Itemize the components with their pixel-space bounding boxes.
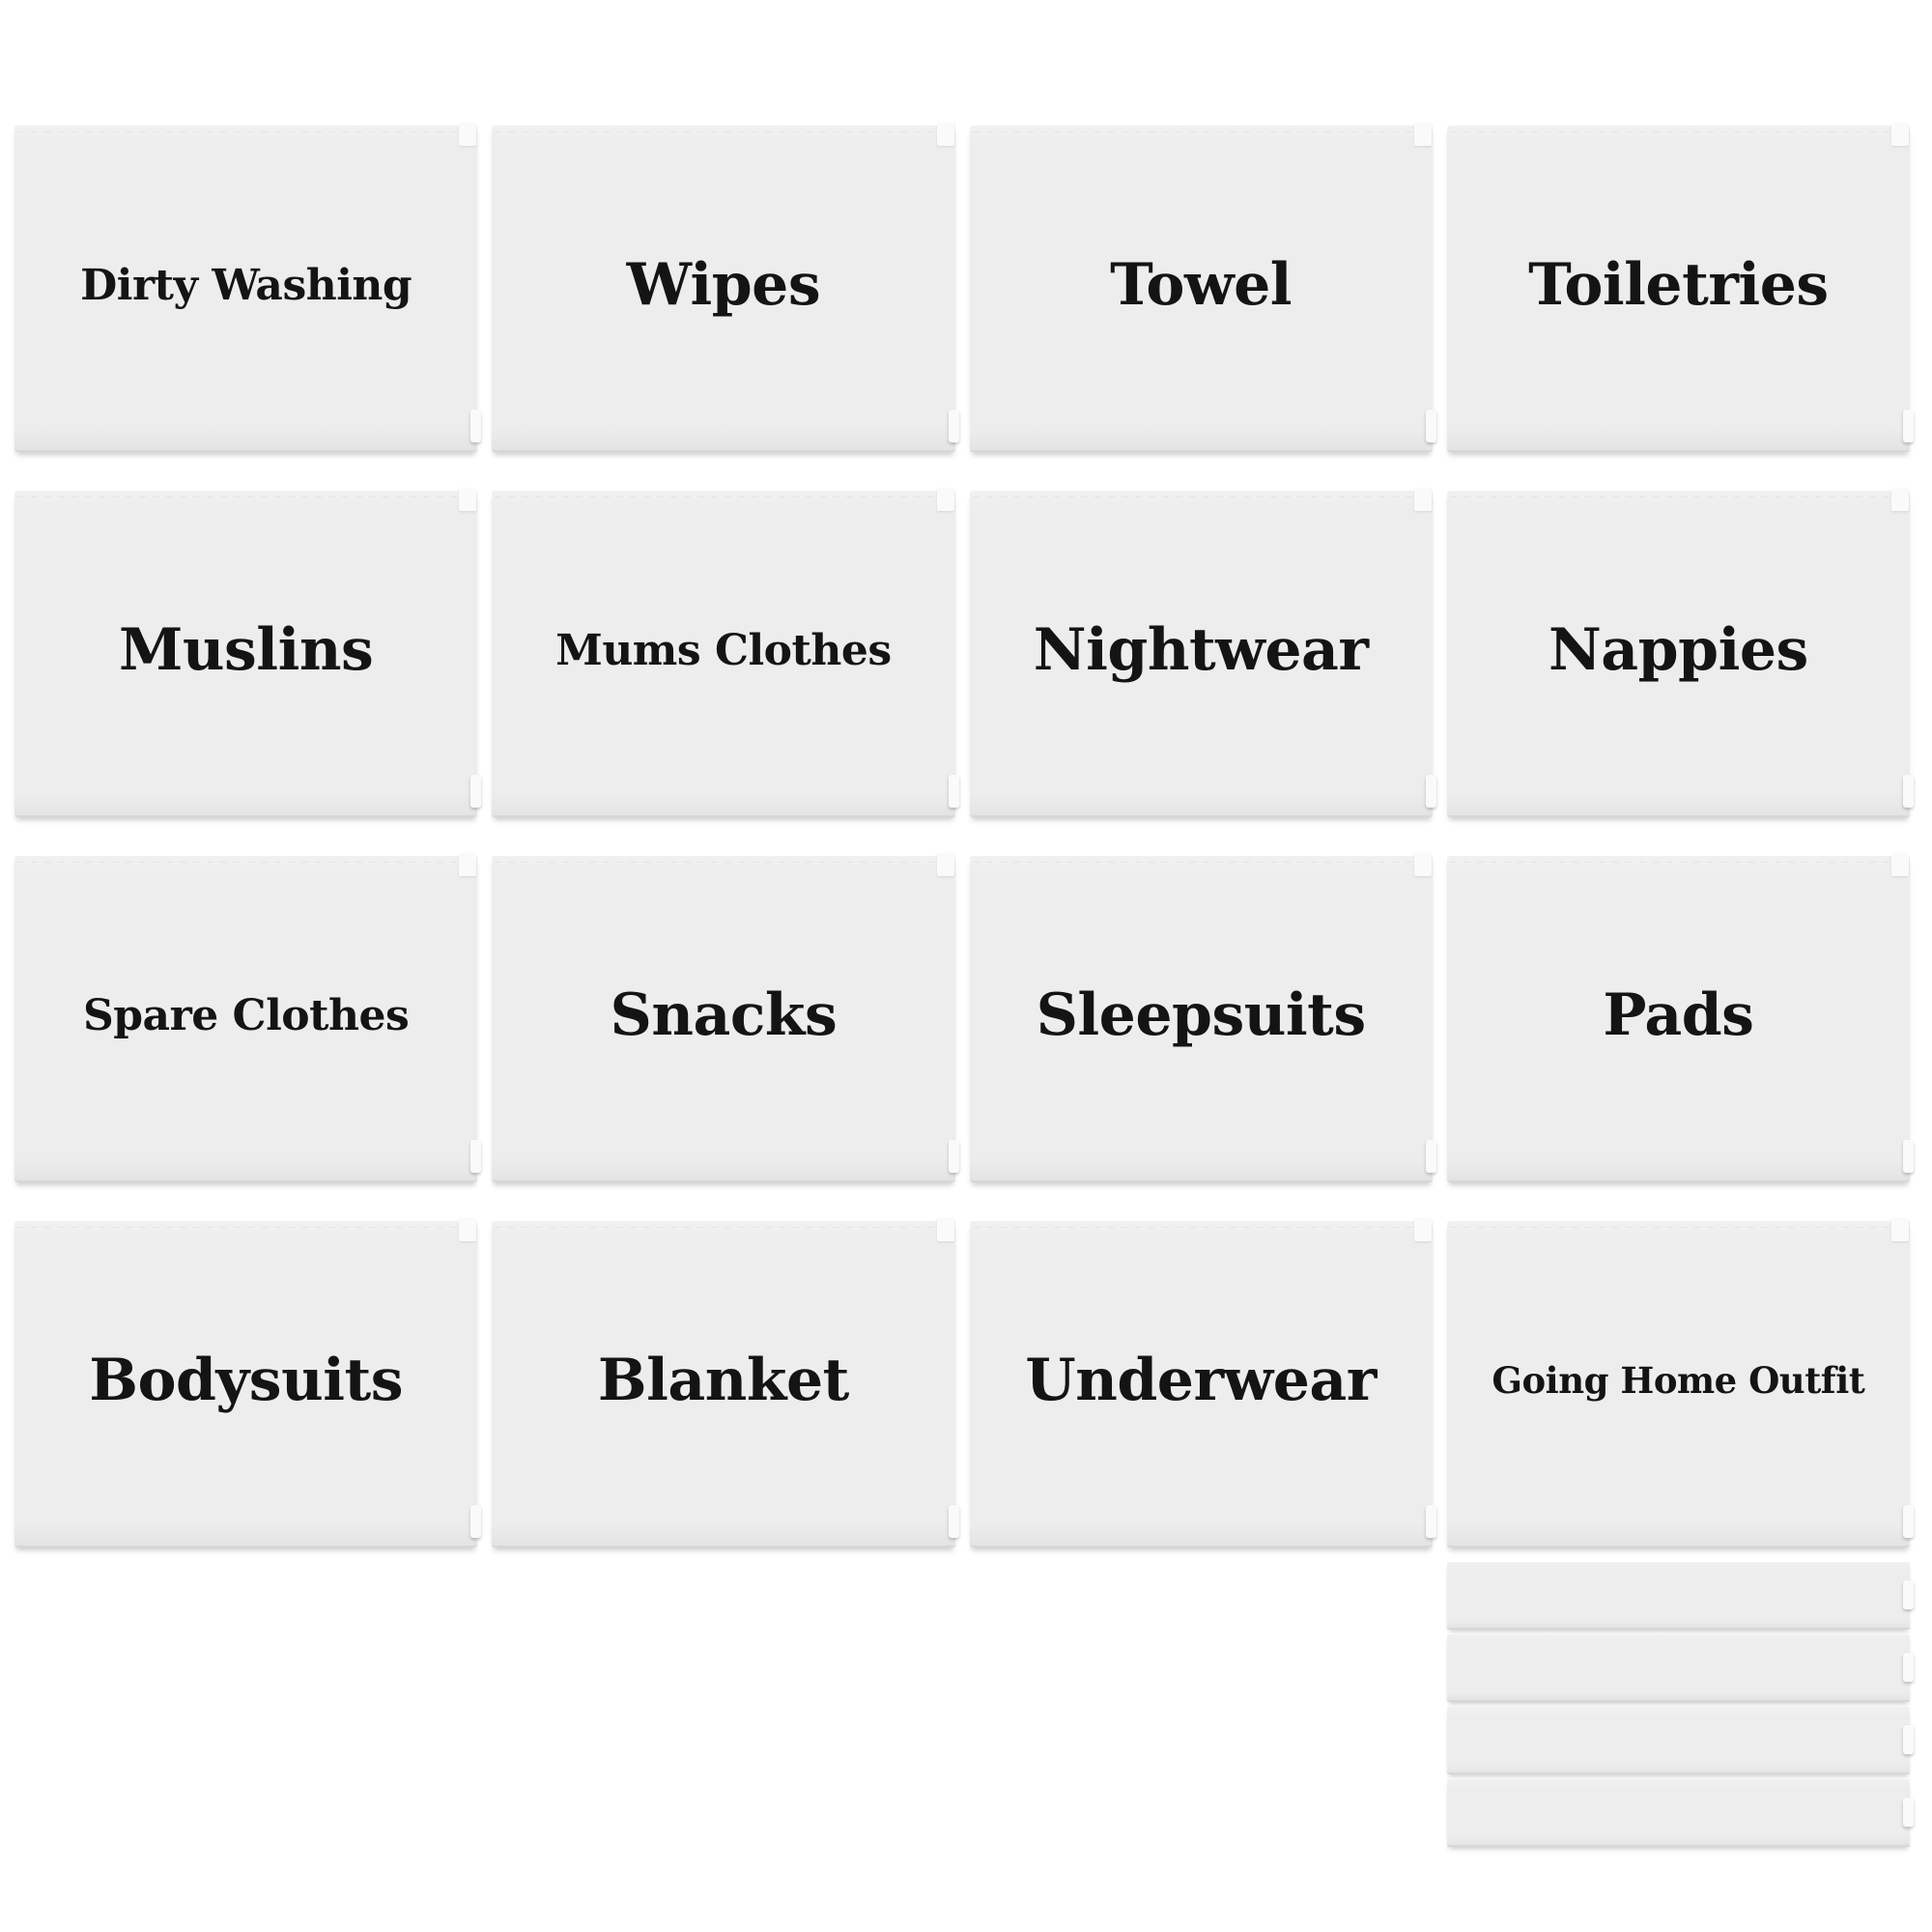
pouch-label-text: Muslins (118, 616, 374, 684)
pouch-label-text: Sleepsuits (1036, 981, 1367, 1049)
zip-tab (1903, 1725, 1914, 1754)
zip-tab (470, 410, 482, 442)
pouch-label-text: Bodysuits (89, 1347, 403, 1414)
zip-tab (1425, 775, 1436, 808)
label-pouch-sleepsuits: Sleepsuits (969, 853, 1436, 1182)
zip-tab (459, 123, 477, 146)
blank-strip (1446, 1562, 1914, 1630)
zip-tab (1903, 775, 1914, 808)
zip-tab (1425, 1140, 1436, 1173)
label-pouch-nightwear: Nightwear (969, 488, 1436, 817)
pouch-label-text: Wipes (626, 251, 821, 319)
label-pouch-blanket: Blanket (492, 1218, 959, 1548)
zip-tab (948, 410, 959, 442)
label-pouch-snacks: Snacks (492, 853, 959, 1182)
pouch-label-text: Underwear (1025, 1347, 1377, 1414)
blank-strips (1446, 1562, 1914, 1913)
zip-tab (1413, 1218, 1432, 1241)
pouch-label-text: Spare Clothes (83, 990, 410, 1040)
blank-strip (1446, 1634, 1914, 1702)
pouch-label-text: Snacks (610, 981, 838, 1049)
zip-tab (470, 775, 482, 808)
pouch-label-text: Pads (1603, 981, 1754, 1049)
blank-strip (1446, 1779, 1914, 1847)
label-pouch-muslins: Muslins (14, 488, 482, 817)
label-pouch-going-home-outfit: Going Home Outfit (1446, 1218, 1914, 1548)
pouch-label-text: Mums Clothes (555, 625, 892, 675)
label-pouch-pads: Pads (1446, 853, 1914, 1182)
blank-strip (1446, 1707, 1914, 1775)
zip-tab (459, 1218, 477, 1241)
label-grid: Dirty Washing Wipes Towel Toiletries Mus… (14, 123, 1914, 1913)
label-pouch-bodysuits: Bodysuits (14, 1218, 482, 1548)
zip-tab (459, 853, 477, 876)
label-pouch-toiletries: Toiletries (1446, 123, 1914, 452)
zip-tab (1903, 410, 1914, 442)
zip-tab (459, 488, 477, 511)
zip-tab (1425, 410, 1436, 442)
pouch-label-text: Towel (1110, 251, 1293, 319)
zip-tab (1413, 488, 1432, 511)
zip-tab (936, 123, 954, 146)
pouch-label-text: Blanket (597, 1347, 849, 1414)
zip-tab (1903, 1798, 1914, 1827)
zip-tab (1413, 123, 1432, 146)
label-pouch-wipes: Wipes (492, 123, 959, 452)
zip-tab (948, 1140, 959, 1173)
zip-tab (1891, 1218, 1909, 1241)
zip-tab (1903, 1653, 1914, 1682)
zip-tab (1425, 1505, 1436, 1538)
zip-tab (1903, 1505, 1914, 1538)
label-pouch-nappies: Nappies (1446, 488, 1914, 817)
zip-tab (1413, 853, 1432, 876)
zip-tab (1891, 853, 1909, 876)
zip-tab (1891, 123, 1909, 146)
pouch-label-text: Nappies (1548, 616, 1808, 684)
zip-tab (1891, 488, 1909, 511)
label-pouch-underwear: Underwear (969, 1218, 1436, 1548)
zip-tab (936, 853, 954, 876)
pouch-label-text: Toiletries (1528, 251, 1829, 319)
zip-tab (948, 1505, 959, 1538)
zip-tab (936, 1218, 954, 1241)
zip-tab (1903, 1580, 1914, 1609)
pouch-label-text: Dirty Washing (80, 260, 412, 310)
label-pouch-mums-clothes: Mums Clothes (492, 488, 959, 817)
label-pouch-spare-clothes: Spare Clothes (14, 853, 482, 1182)
pouch-label-text: Going Home Outfit (1492, 1359, 1865, 1402)
label-pouch-towel: Towel (969, 123, 1436, 452)
zip-tab (948, 775, 959, 808)
label-pouch-dirty-washing: Dirty Washing (14, 123, 482, 452)
zip-tab (936, 488, 954, 511)
zip-tab (470, 1140, 482, 1173)
zip-tab (1903, 1140, 1914, 1173)
zip-tab (470, 1505, 482, 1538)
pouch-label-text: Nightwear (1033, 616, 1369, 684)
